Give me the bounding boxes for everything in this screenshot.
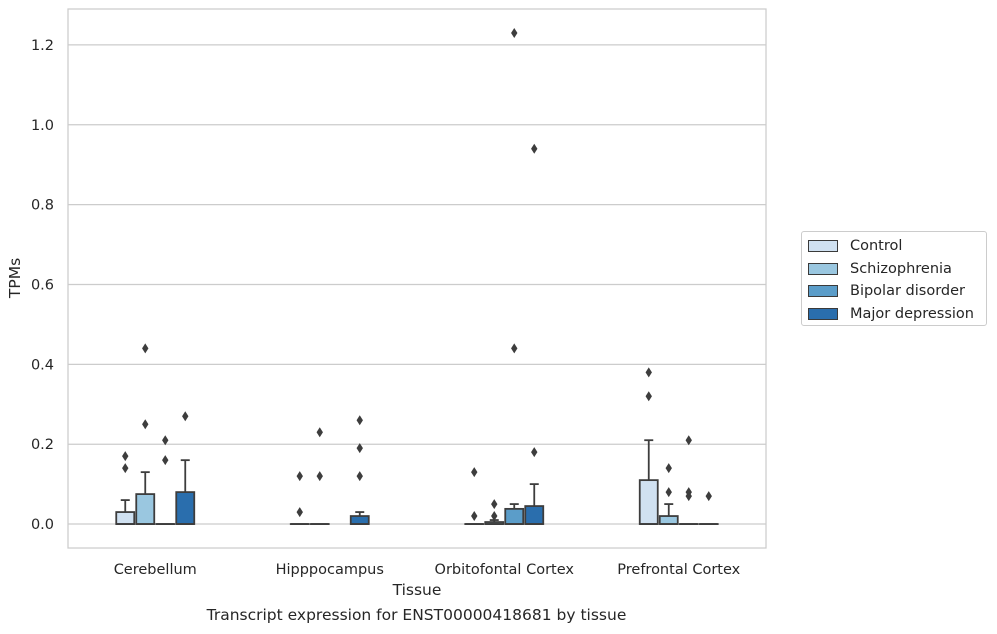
box-major-depression-hipppocampus [349, 415, 370, 525]
box-body [349, 515, 370, 525]
box-major-depression-orbitofontal-cortex [524, 143, 545, 525]
outlier-point [685, 487, 692, 498]
box-bipolar-disorder-prefrontal-cortex [678, 435, 699, 525]
gridlines [68, 44, 766, 525]
box-major-depression-prefrontal-cortex [698, 491, 719, 525]
plot-frame [67, 8, 767, 549]
legend-label: Major depression [850, 305, 974, 322]
legend-swatch [808, 307, 838, 320]
outlier-point [122, 451, 129, 462]
chart-caption: Transcript expression for ENST0000041868… [206, 606, 627, 624]
outlier-point [471, 511, 478, 522]
outlier-point [531, 143, 538, 154]
box-body [115, 511, 136, 525]
outlier-point [685, 435, 692, 446]
outlier-point [316, 471, 323, 482]
y-tick-label: 0.0 [31, 517, 54, 533]
y-axis-label: TPMs [6, 258, 24, 299]
outlier-point [645, 367, 652, 378]
outlier-point [296, 507, 303, 518]
box-body [524, 505, 545, 525]
outlier-point [356, 471, 363, 482]
y-tick-label: 1.2 [31, 38, 54, 54]
box-control-orbitofontal-cortex [464, 467, 485, 525]
x-tick-labels: Cerebellum Hipppocampus Orbitofontal Corte… [114, 562, 741, 578]
box-control-prefrontal-cortex [638, 367, 659, 525]
x-tick-label: Prefrontal Cortex [617, 562, 740, 578]
y-tick-label: 0.2 [31, 437, 54, 453]
box-groups [115, 27, 719, 525]
legend: Control Schizophrenia Bipolar disorder Majo… [801, 231, 987, 326]
outlier-point [162, 435, 169, 446]
box-control-cerebellum [115, 451, 136, 525]
outlier-point [356, 443, 363, 454]
legend-item: Schizophrenia [808, 258, 986, 281]
outlier-point [142, 419, 149, 430]
legend-swatch [808, 240, 838, 253]
x-axis-label: Tissue [392, 581, 442, 599]
legend-label: Schizophrenia [850, 260, 952, 277]
box-body [658, 515, 679, 525]
box-bipolar-disorder-cerebellum [155, 435, 176, 525]
outlier-point [356, 415, 363, 426]
legend-label: Control [850, 238, 903, 255]
box-schizophrenia-prefrontal-cortex [658, 463, 679, 525]
outlier-point [665, 487, 672, 498]
legend-label: Bipolar disorder [850, 283, 965, 300]
box-body [638, 479, 659, 525]
y-tick-label: 1.0 [31, 118, 54, 134]
x-tick-label: Cerebellum [114, 562, 197, 578]
y-tick-label: 0.6 [31, 277, 54, 293]
box-schizophrenia-orbitofontal-cortex [484, 499, 505, 525]
y-tick-labels: 0.0 0.2 0.4 0.6 0.8 1.0 1.2 [31, 38, 54, 533]
box-schizophrenia-hipppocampus [309, 427, 330, 525]
outlier-point [511, 27, 518, 38]
outlier-point [705, 491, 712, 502]
outlier-point [162, 455, 169, 466]
box-body [504, 507, 525, 525]
outlier-point [511, 343, 518, 354]
box-schizophrenia-cerebellum [135, 343, 156, 525]
box-major-depression-cerebellum [175, 411, 196, 525]
box-body [175, 491, 196, 525]
box-bipolar-disorder-orbitofontal-cortex [504, 27, 525, 525]
legend-swatch [808, 285, 838, 298]
box-control-hipppocampus [289, 471, 310, 525]
outlier-point [531, 447, 538, 458]
outlier-point [122, 463, 129, 474]
outlier-point [491, 511, 498, 522]
outlier-point [142, 343, 149, 354]
outlier-point [665, 463, 672, 474]
legend-swatch [808, 262, 838, 275]
outlier-point [645, 391, 652, 402]
y-tick-label: 0.4 [31, 357, 54, 373]
legend-item: Bipolar disorder [808, 280, 986, 303]
outlier-point [316, 427, 323, 438]
x-tick-label: Hipppocampus [276, 562, 384, 578]
legend-item: Control [808, 235, 986, 258]
outlier-point [491, 499, 498, 510]
outlier-point [296, 471, 303, 482]
x-tick-label: Orbitofontal Cortex [435, 562, 575, 578]
y-tick-label: 0.8 [31, 198, 54, 214]
outlier-point [471, 467, 478, 478]
box-body [135, 493, 156, 525]
legend-item: Major depression [808, 303, 986, 326]
outlier-point [182, 411, 189, 422]
